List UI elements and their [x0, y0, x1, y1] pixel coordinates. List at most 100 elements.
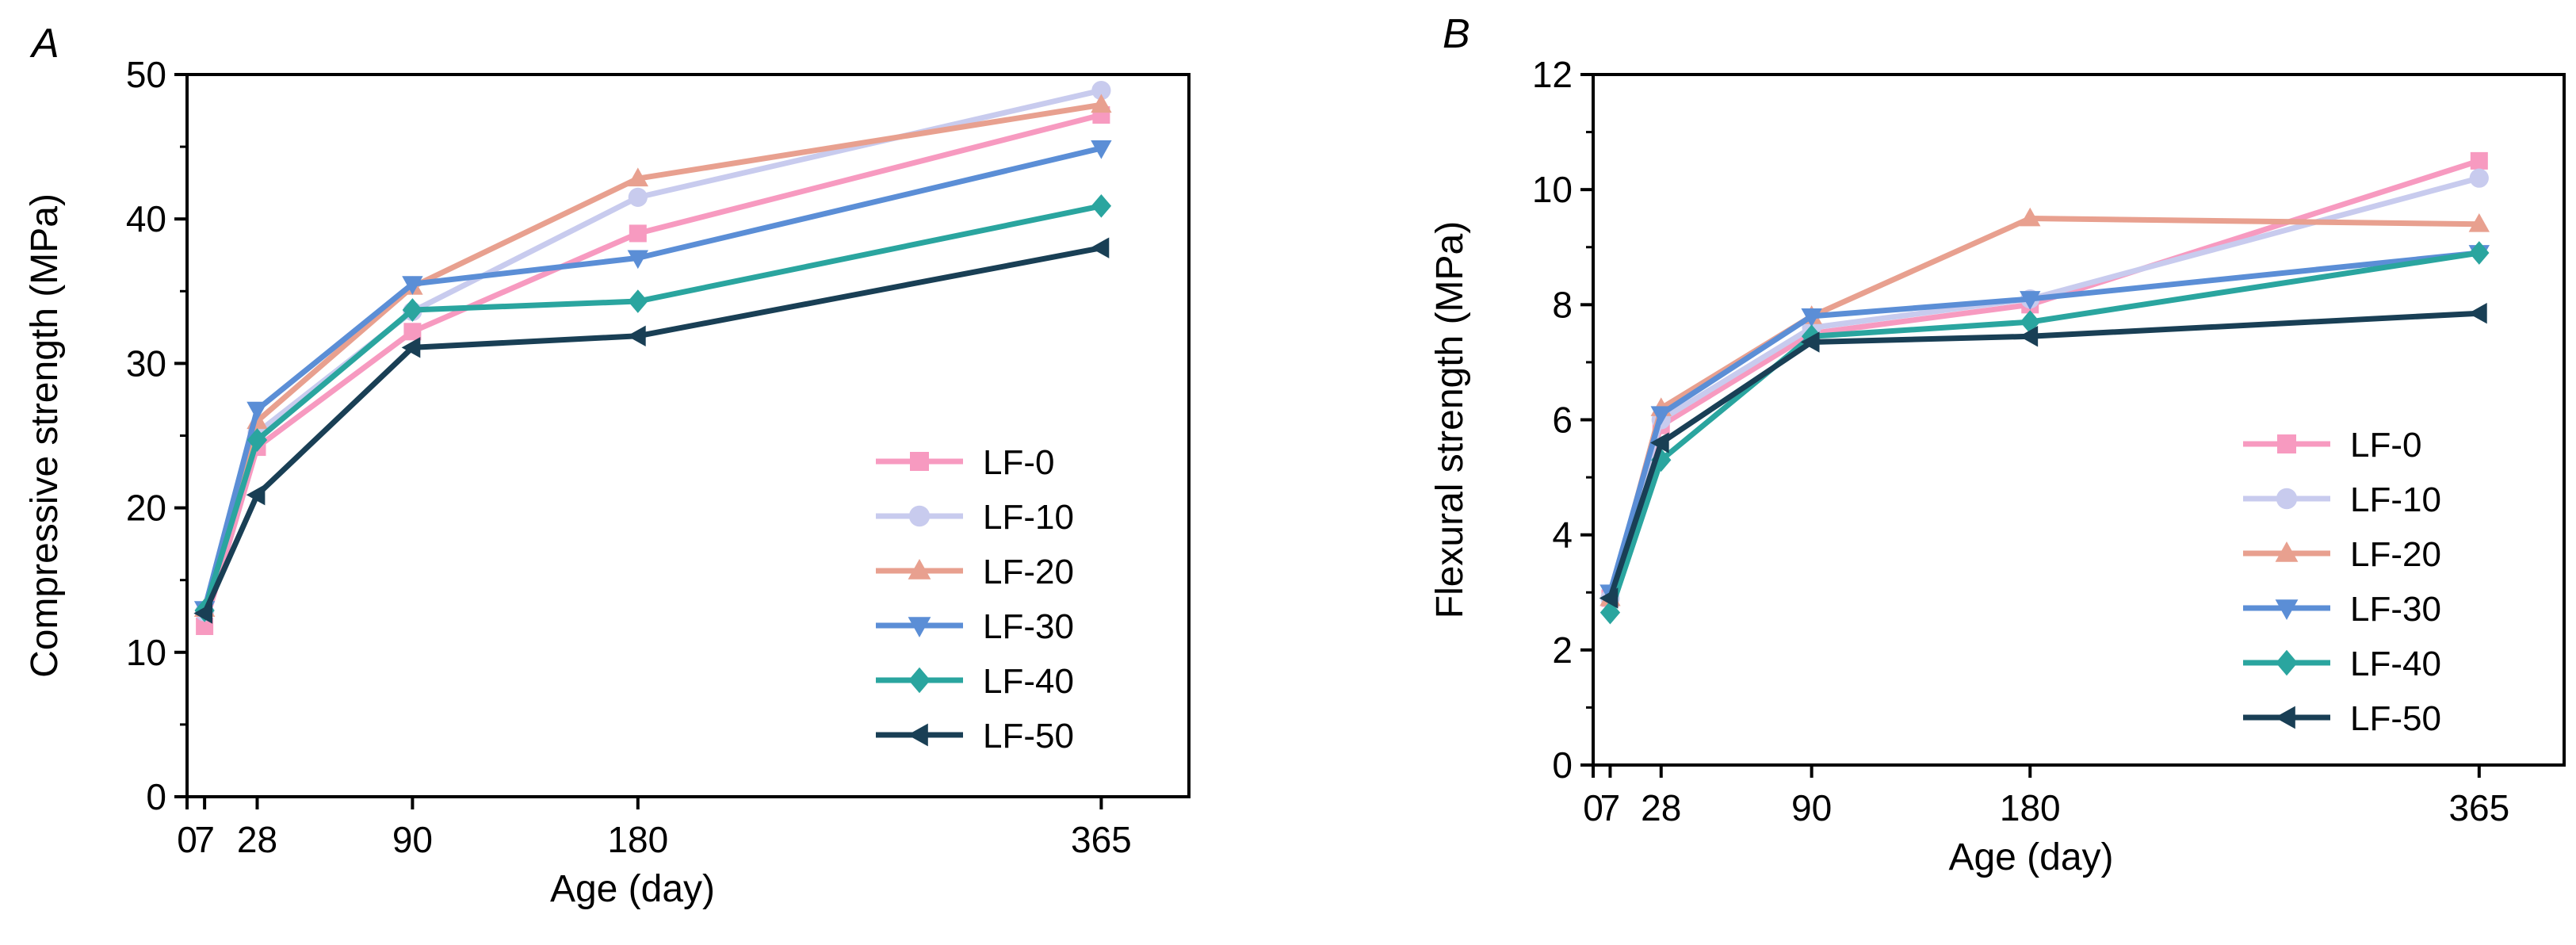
legend-label: LF-30: [983, 607, 1074, 646]
panel-label: A: [29, 21, 59, 67]
legend-marker: [2277, 434, 2296, 453]
legend-marker: [2276, 488, 2298, 510]
legend-label: LF-50: [983, 717, 1074, 756]
legend-marker: [908, 505, 931, 527]
legend-label: LF-30: [2350, 590, 2441, 629]
data-point: [627, 325, 646, 346]
legend-item: LF-20: [2243, 535, 2441, 574]
y-tick-label: 8: [1552, 284, 1573, 325]
x-tick-label: 0: [1583, 787, 1603, 828]
data-point: [196, 618, 214, 636]
data-point: [2468, 303, 2487, 324]
x-tick-label: 180: [2000, 787, 2061, 828]
legend-marker: [908, 617, 931, 637]
legend-item: LF-10: [876, 498, 1074, 537]
data-point: [1801, 308, 1822, 327]
legend-label: LF-0: [2350, 426, 2421, 465]
data-point: [193, 603, 213, 624]
y-tick-label: 0: [1552, 744, 1573, 786]
series-line: [201, 245, 1103, 615]
data-point: [2469, 241, 2490, 265]
data-point: [629, 224, 647, 243]
data-point: [246, 484, 266, 506]
data-point: [2469, 168, 2489, 188]
panel-label: B: [1443, 11, 1470, 57]
legend-item: LF-10: [2243, 480, 2441, 519]
data-point: [402, 298, 423, 322]
data-point: [1091, 140, 1112, 159]
legend-item: LF-40: [2243, 645, 2441, 683]
y-tick-label: 40: [126, 198, 166, 239]
data-point: [247, 428, 268, 452]
legend-marker: [2275, 706, 2295, 729]
series-line: [201, 203, 1103, 611]
x-tick-label: 0: [177, 819, 197, 860]
chart-panel-b: B 0 2 4 6 8 10 12 07 28 90 180 365 Age (day) Flexural …: [1429, 11, 2566, 878]
data-point: [628, 187, 648, 207]
y-tick-label: 6: [1552, 400, 1573, 441]
data-point: [628, 289, 648, 313]
y-tick-label: 50: [126, 54, 166, 95]
y-tick-label: 4: [1552, 515, 1573, 556]
series-lf-50: [1599, 303, 2487, 609]
y-tick-label: 20: [126, 488, 166, 529]
data-point: [1800, 331, 1820, 353]
data-point: [627, 167, 648, 187]
legend-marker: [908, 667, 931, 694]
data-point: [247, 401, 268, 421]
data-point: [1091, 80, 1111, 101]
series-lf-20: [193, 94, 1112, 618]
legend-label: LF-10: [983, 498, 1074, 537]
data-point: [2468, 212, 2490, 232]
data-point: [1599, 587, 1619, 609]
legend-marker: [2275, 599, 2299, 620]
y-tick-label: 2: [1552, 629, 1573, 671]
series-line: [1607, 250, 2480, 614]
legend-label: LF-50: [2350, 699, 2441, 738]
legend-item: LF-40: [876, 662, 1074, 701]
data-point: [403, 323, 422, 341]
legend-item: LF-50: [2243, 699, 2441, 738]
x-tick-label: 28: [237, 819, 277, 860]
legend-item: LF-0: [2243, 426, 2421, 465]
data-point: [627, 250, 648, 270]
data-point: [2020, 207, 2041, 227]
data-point: [2019, 326, 2039, 347]
y-tick-label: 10: [126, 632, 166, 673]
legend-label: LF-40: [2350, 645, 2441, 683]
data-point: [1090, 237, 1110, 258]
data-point: [2020, 291, 2041, 310]
series-line: [201, 145, 1103, 610]
legend-item: LF-50: [876, 717, 1074, 756]
y-axis-title: Compressive strength (MPa): [24, 193, 66, 678]
legend-marker: [908, 559, 931, 580]
y-tick-label: 0: [146, 776, 166, 817]
data-point: [1650, 406, 1672, 425]
series-line: [1607, 250, 2480, 594]
legend-label: LF-20: [983, 553, 1074, 591]
x-axis-title: Age (day): [550, 868, 715, 910]
y-tick-label: 30: [126, 342, 166, 384]
legend-item: LF-30: [876, 607, 1074, 646]
x-tick-label: 7: [1600, 787, 1621, 828]
legend-marker: [908, 723, 928, 747]
legend-marker: [2276, 649, 2298, 676]
y-tick-label: 10: [1532, 169, 1573, 210]
x-tick-label: 365: [1071, 819, 1132, 860]
legend-item: LF-0: [876, 443, 1054, 482]
legend-label: LF-0: [983, 443, 1054, 482]
x-tick-label: 365: [2448, 787, 2509, 828]
legend-marker: [910, 452, 929, 471]
x-tick-label: 28: [1641, 787, 1681, 828]
series-lf-40: [194, 193, 1112, 622]
data-point: [402, 276, 423, 295]
data-point: [1091, 94, 1112, 113]
legend-marker: [2275, 541, 2299, 562]
x-tick-label: 180: [607, 819, 668, 860]
legend-label: LF-20: [2350, 535, 2441, 574]
legend-label: LF-10: [2350, 480, 2441, 519]
x-tick-label: 90: [392, 819, 433, 860]
y-tick-label: 12: [1532, 54, 1573, 95]
x-tick-label: 7: [194, 819, 215, 860]
